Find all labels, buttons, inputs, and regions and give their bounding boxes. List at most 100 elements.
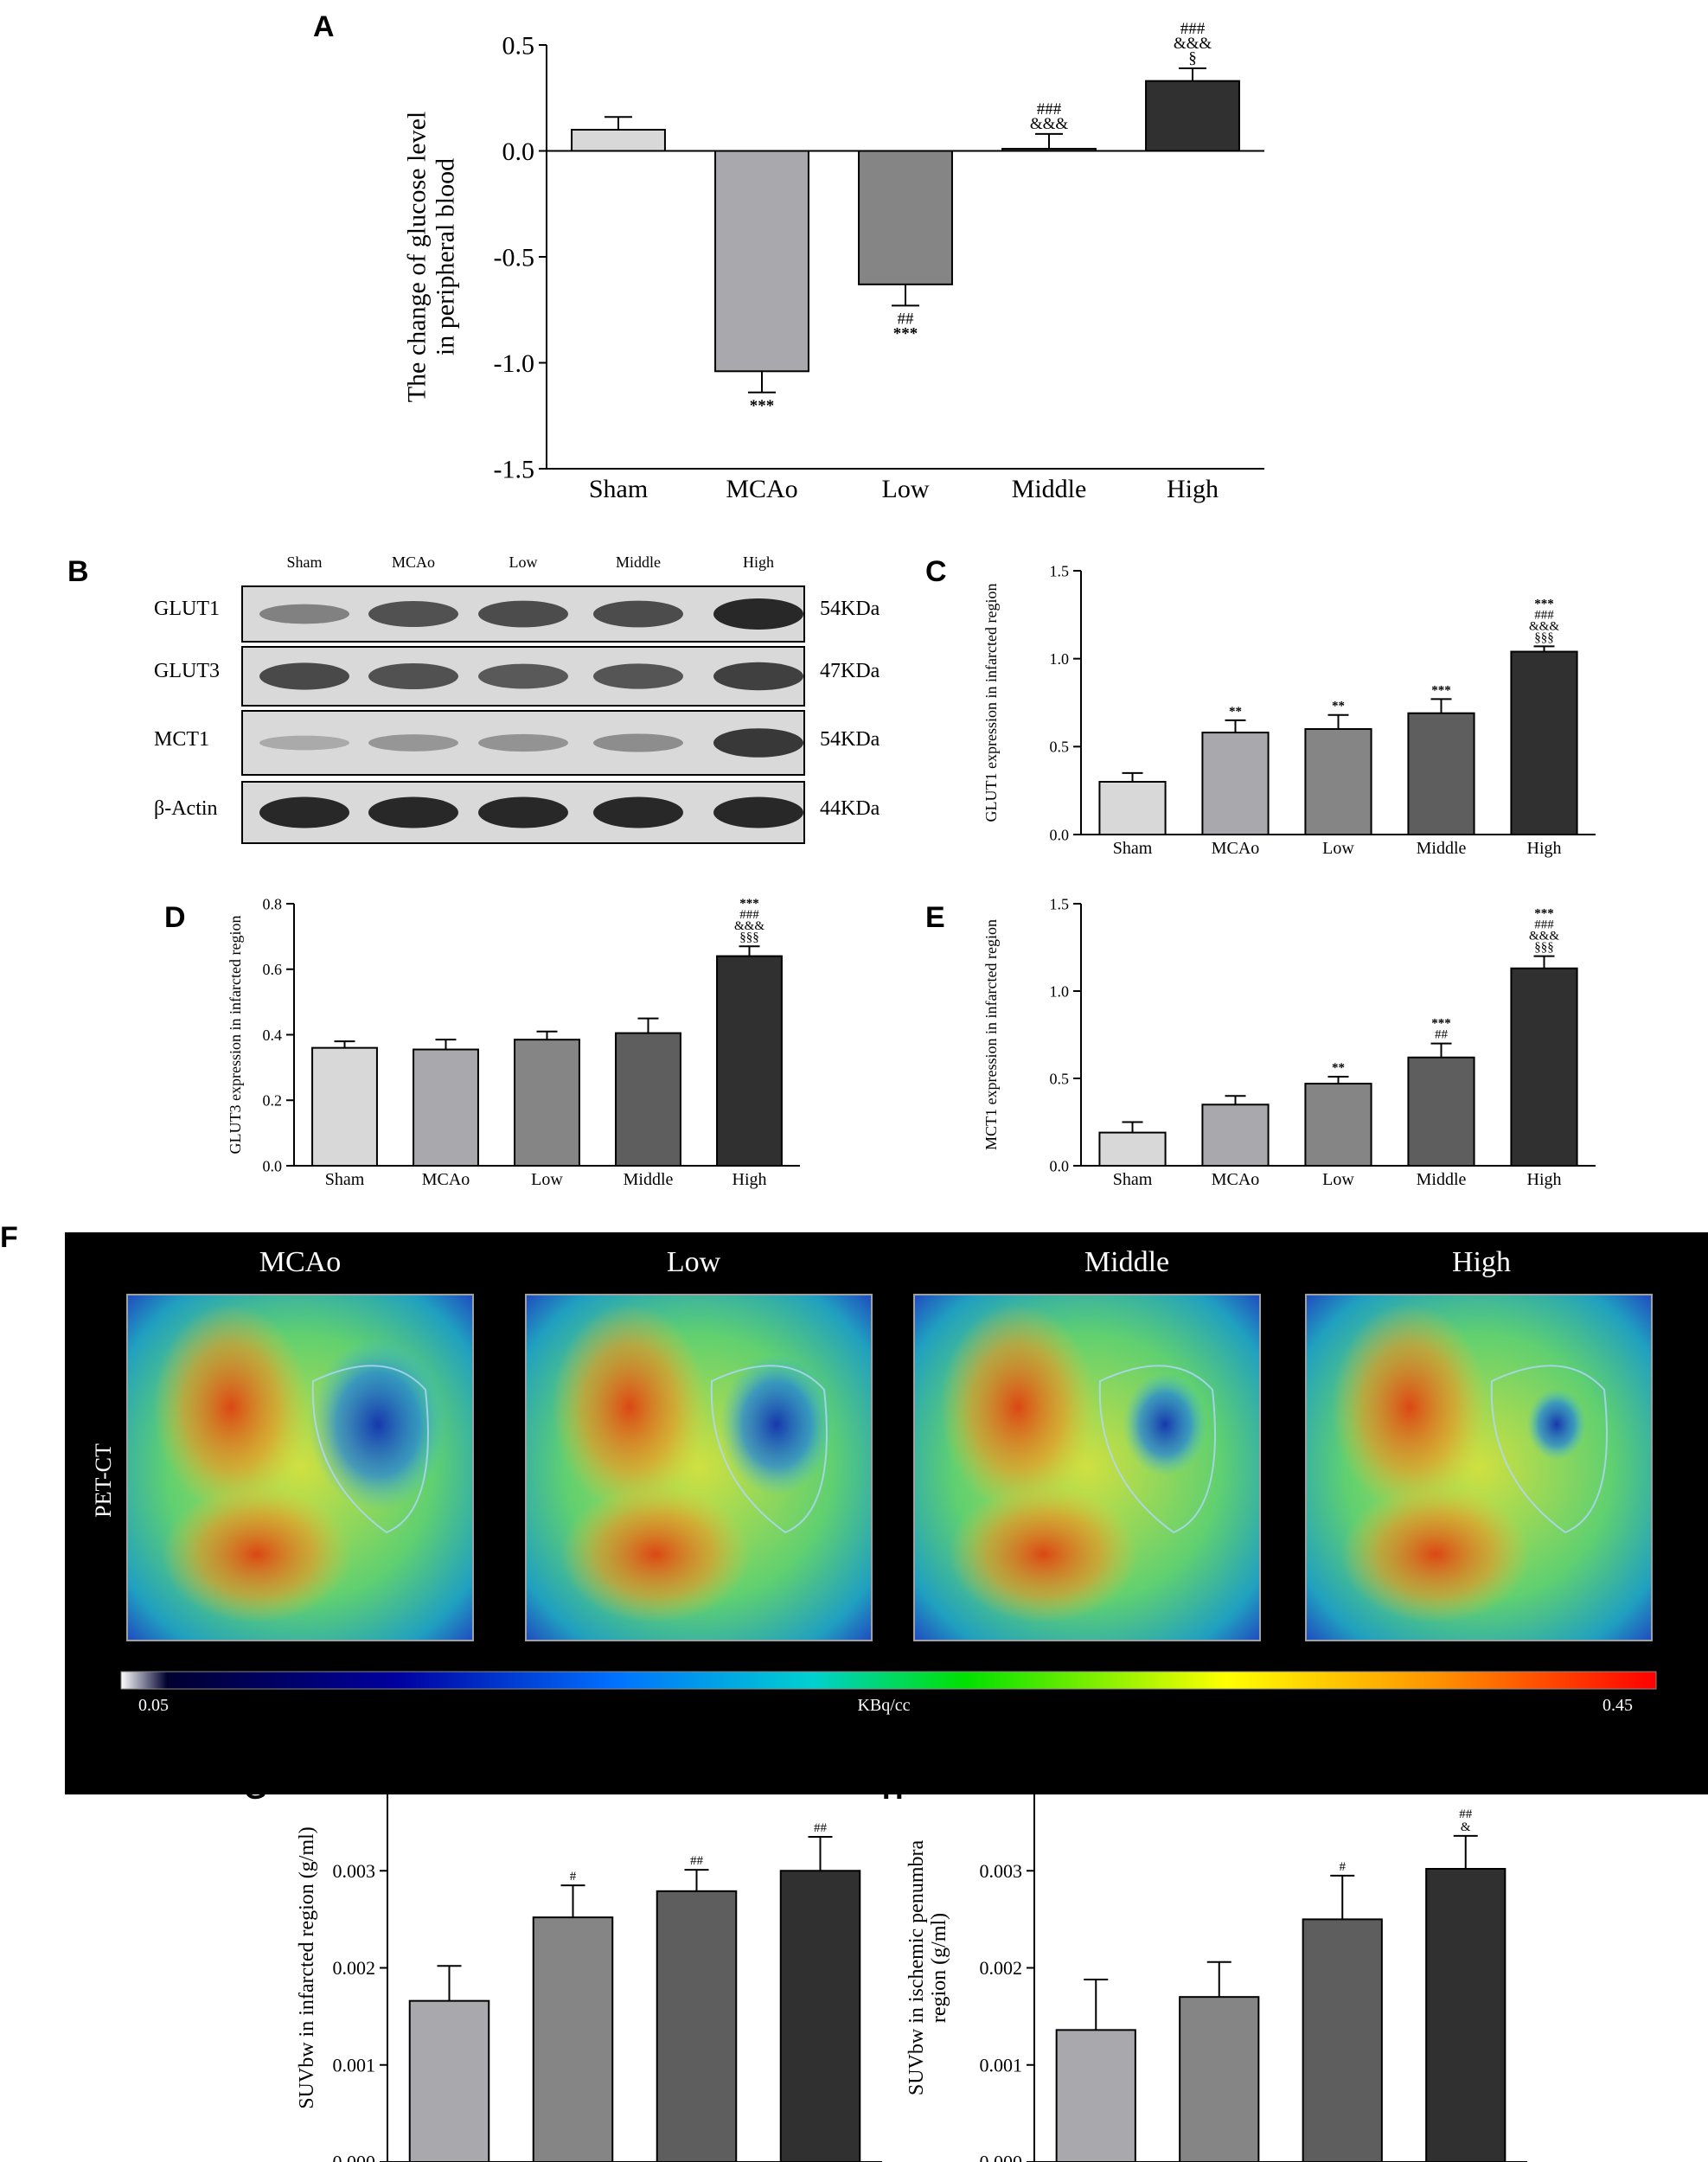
bar-mcao [1201,1103,1270,1167]
significance-mark: §§§ [1534,941,1554,955]
blot-band [478,796,568,828]
bar-middle [1001,148,1097,152]
x-tick-label: High [1527,839,1562,858]
blot-size-label: 54KDa [820,728,880,751]
significance-mark: ### [1037,100,1062,118]
significance-mark: *** [1431,1017,1451,1031]
significance-mark: &&& [1529,619,1559,633]
significance-mark: ## [690,1854,704,1868]
pet-lesion [1123,1372,1207,1476]
significance-mark: ### [1534,918,1554,932]
bar-middle [615,1032,681,1167]
pet-hotspot [560,1485,751,1623]
pet-hotspot [1332,1303,1487,1511]
bar-sham [571,129,666,152]
pet-lesion [720,1353,834,1495]
y-tick-label: 0.000 [333,2152,376,2162]
y-tick-label: 0.8 [263,895,283,912]
x-tick-label: Low [531,1170,563,1189]
x-tick-label: Sham [589,475,648,503]
significance-mark: ## [898,310,915,329]
bar-high [1510,650,1578,835]
pet-lesion [309,1338,447,1511]
blot-protein-label: GLUT3 [154,660,220,682]
y-axis-label: in peripheral blood [432,158,460,355]
y-tick-label: 0.5 [1050,739,1070,756]
blot-band [593,796,683,828]
y-tick-label: 0.001 [980,2054,1023,2076]
y-axis-label: region (g/ml) [928,1913,950,2023]
bar-mcao [408,1999,490,2162]
bar-high [1510,967,1578,1167]
blot-size-label: 44KDa [820,797,880,820]
y-tick-label: 1.0 [1050,650,1070,668]
blot-band [478,600,568,628]
panel-label-c: C [925,555,947,588]
panel-label-a: A [313,10,335,43]
y-tick-label: 0.0 [1050,1157,1070,1174]
bar-mcao [1055,2029,1136,2162]
significance-mark: # [570,1870,577,1884]
pet-group-title: Middle [1084,1246,1169,1278]
y-axis-label: The change of glucose level [403,112,432,403]
pet-colorbar [120,1671,1657,1690]
blot-band [478,663,568,689]
y-tick-label: 0.2 [263,1092,283,1110]
y-tick-label: 0.001 [333,2054,376,2076]
bar-sham [1098,1131,1167,1167]
blot-lane-label: Middle [616,553,661,571]
blot-lane-label: Sham [286,553,322,571]
x-tick-label: Middle [1417,839,1467,858]
y-tick-label: 1.5 [1050,895,1070,912]
blot-band [368,601,458,627]
x-tick-label: High [1527,1170,1562,1189]
pet-hotspot [1340,1485,1531,1623]
x-tick-label: MCAo [726,475,797,503]
y-tick-label: 0.5 [502,32,535,61]
significance-mark: *** [893,325,918,343]
pet-roi-outline [1098,1365,1216,1534]
significance-mark: ## [1435,1028,1449,1042]
pet-group-title: Low [667,1246,721,1278]
colorbar-max-label: 0.45 [1602,1696,1633,1715]
significance-mark: &&& [1030,115,1069,133]
pet-side-label: PET-CT [91,1443,116,1518]
pet-hotspot [949,1485,1139,1623]
y-tick-label: -1.0 [494,349,535,378]
blot-band [593,600,683,628]
bar-high [779,1870,861,2162]
panel-label-f: F [0,1221,18,1254]
blot-band [593,663,683,689]
x-tick-label: Low [1322,1170,1354,1189]
pet-hotspot [153,1303,309,1511]
blot-band [259,662,349,690]
x-tick-label: MCAo [1212,839,1260,858]
x-tick-label: Sham [325,1170,365,1189]
significance-mark: &&& [734,919,764,933]
y-tick-label: 0.003 [980,1860,1023,1882]
y-axis-label: SUVbw in ischemic penumbra [905,1840,928,2096]
y-tick-label: 0.000 [980,2152,1023,2162]
blot-band [368,663,458,689]
y-tick-label: 0.002 [980,1957,1023,1979]
blot-band [368,796,458,828]
y-axis-label: MCT1 expression in infarcted region [982,919,1000,1150]
y-axis-label: GLUT3 expression in infarcted region [227,916,244,1155]
pet-group-title: High [1452,1246,1511,1278]
x-tick-label: MCAo [422,1170,470,1189]
bar-mcao [413,1048,479,1167]
blot-band [259,604,349,624]
x-tick-label: Middle [624,1170,674,1189]
x-tick-label: Sham [1113,839,1153,858]
y-tick-label: 0.4 [263,1027,283,1044]
significance-mark: & [1461,1820,1471,1834]
bar-low [1304,728,1372,835]
y-tick-label: 0.0 [1050,826,1070,843]
blot-lane-label: Low [509,553,538,571]
significance-mark: §§§ [739,931,759,944]
significance-mark: ** [1332,700,1345,713]
significance-mark: ### [1534,608,1554,622]
y-axis-label: SUVbw in infarcted region (g/ml) [296,1826,318,2109]
x-tick-label: Middle [1012,475,1087,503]
y-tick-label: 0.5 [1050,1070,1070,1087]
